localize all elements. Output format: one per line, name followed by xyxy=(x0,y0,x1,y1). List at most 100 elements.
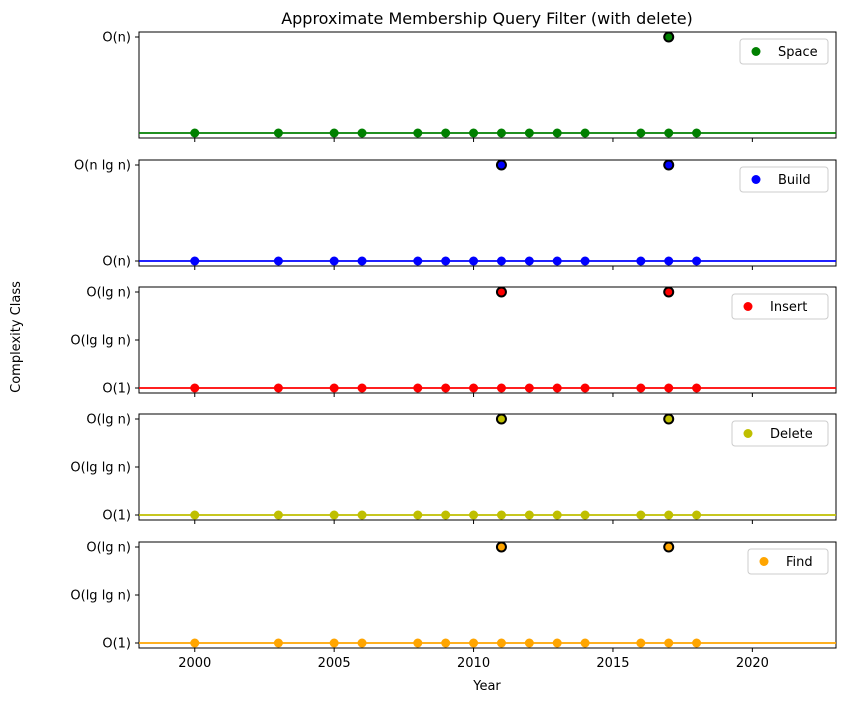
data-point-insert xyxy=(636,383,646,393)
data-point-find xyxy=(524,638,534,648)
data-point-find xyxy=(469,638,479,648)
legend-label-delete: Delete xyxy=(770,427,813,442)
data-point-find xyxy=(580,638,590,648)
legend-insert xyxy=(731,293,829,320)
data-point-insert xyxy=(664,383,674,393)
data-point-find xyxy=(329,638,339,648)
y-tick-label-build: O(n) xyxy=(102,255,131,270)
y-axis-label: Complexity Class xyxy=(9,281,24,393)
legend-marker-find xyxy=(759,557,769,566)
data-point-find xyxy=(357,638,367,648)
data-point-delete xyxy=(469,510,479,520)
y-tick-label-delete: O(lg n) xyxy=(86,413,131,428)
data-point-build xyxy=(692,256,702,266)
data-point-build xyxy=(357,256,367,266)
data-point-space xyxy=(413,128,423,138)
y-tick-label-delete: O(lg lg n) xyxy=(70,461,131,476)
legend-label-space: Space xyxy=(778,45,818,60)
data-point-space xyxy=(357,128,367,138)
legend-label-find: Find xyxy=(786,555,813,570)
data-point-build xyxy=(469,256,479,266)
data-point-insert xyxy=(413,383,423,393)
data-point-insert xyxy=(273,383,283,393)
data-point-find xyxy=(692,638,702,648)
highlight-point-build xyxy=(663,159,675,171)
data-point-build xyxy=(496,256,506,266)
data-point-delete xyxy=(413,510,423,520)
y-tick-label-build: O(n lg n) xyxy=(74,159,131,174)
data-point-space xyxy=(273,128,283,138)
y-tick-label-find: O(lg n) xyxy=(86,541,131,556)
data-point-build xyxy=(329,256,339,266)
x-axis-label: Year xyxy=(472,679,501,694)
data-point-build xyxy=(580,256,590,266)
data-point-insert xyxy=(190,383,200,393)
data-point-delete xyxy=(190,510,200,520)
data-point-delete xyxy=(524,510,534,520)
data-point-space xyxy=(469,128,479,138)
panels: O(n) Space O(n) O(n lg n) Build O(1) O(lg lg n… xyxy=(70,31,837,671)
highlight-point-insert xyxy=(663,286,675,298)
data-point-build xyxy=(273,256,283,266)
legend-space xyxy=(739,38,829,65)
data-point-build xyxy=(636,256,646,266)
data-point-space xyxy=(692,128,702,138)
highlight-point-find xyxy=(495,541,507,553)
data-point-space xyxy=(664,128,674,138)
x-tick-label: 2015 xyxy=(596,656,629,671)
data-point-insert xyxy=(496,383,506,393)
legend-build xyxy=(739,166,829,193)
data-point-delete xyxy=(692,510,702,520)
panel-space: O(n) Space xyxy=(102,31,837,142)
y-tick-label-insert: O(lg n) xyxy=(86,286,131,301)
data-point-build xyxy=(524,256,534,266)
data-point-delete xyxy=(441,510,451,520)
legend-find xyxy=(747,548,829,575)
y-tick-label-find: O(1) xyxy=(102,637,131,652)
data-point-find xyxy=(190,638,200,648)
panel-build: O(n) O(n lg n) Build xyxy=(74,159,837,270)
data-point-space xyxy=(552,128,562,138)
panel-frame-find xyxy=(138,541,837,649)
highlight-point-insert xyxy=(495,286,507,298)
data-point-insert xyxy=(692,383,702,393)
data-point-space xyxy=(580,128,590,138)
data-point-insert xyxy=(441,383,451,393)
data-point-find xyxy=(413,638,423,648)
data-point-build xyxy=(190,256,200,266)
data-point-insert xyxy=(357,383,367,393)
legend-marker-build xyxy=(751,175,761,184)
data-point-build xyxy=(413,256,423,266)
data-point-build xyxy=(664,256,674,266)
legend-delete xyxy=(731,420,829,447)
legend-marker-space xyxy=(751,47,761,56)
data-point-space xyxy=(441,128,451,138)
x-tick-label: 2000 xyxy=(178,656,211,671)
data-point-find xyxy=(664,638,674,648)
y-tick-label-insert: O(1) xyxy=(102,382,131,397)
data-point-delete xyxy=(664,510,674,520)
data-point-delete xyxy=(580,510,590,520)
legend-label-insert: Insert xyxy=(770,300,807,315)
legend-marker-delete xyxy=(743,429,753,438)
x-tick-label: 2010 xyxy=(457,656,490,671)
highlight-point-delete xyxy=(663,413,675,425)
panel-delete: O(1) O(lg lg n) O(lg n) Delete xyxy=(70,413,837,524)
y-tick-label-delete: O(1) xyxy=(102,509,131,524)
data-point-insert xyxy=(469,383,479,393)
data-point-build xyxy=(552,256,562,266)
highlight-point-space xyxy=(663,31,675,43)
y-tick-label-space: O(n) xyxy=(102,31,131,46)
legend-label-build: Build xyxy=(778,173,811,188)
data-point-build xyxy=(441,256,451,266)
panel-insert: O(1) O(lg lg n) O(lg n) Insert xyxy=(70,286,837,397)
panel-find: O(1) O(lg lg n) O(lg n) 2000 2005 2010 2015 202… xyxy=(70,541,837,671)
data-point-space xyxy=(190,128,200,138)
y-tick-label-insert: O(lg lg n) xyxy=(70,334,131,349)
highlight-point-delete xyxy=(495,413,507,425)
data-point-delete xyxy=(329,510,339,520)
data-point-space xyxy=(636,128,646,138)
data-point-find xyxy=(273,638,283,648)
panel-frame-space xyxy=(138,31,837,139)
x-tick-label: 2020 xyxy=(736,656,769,671)
